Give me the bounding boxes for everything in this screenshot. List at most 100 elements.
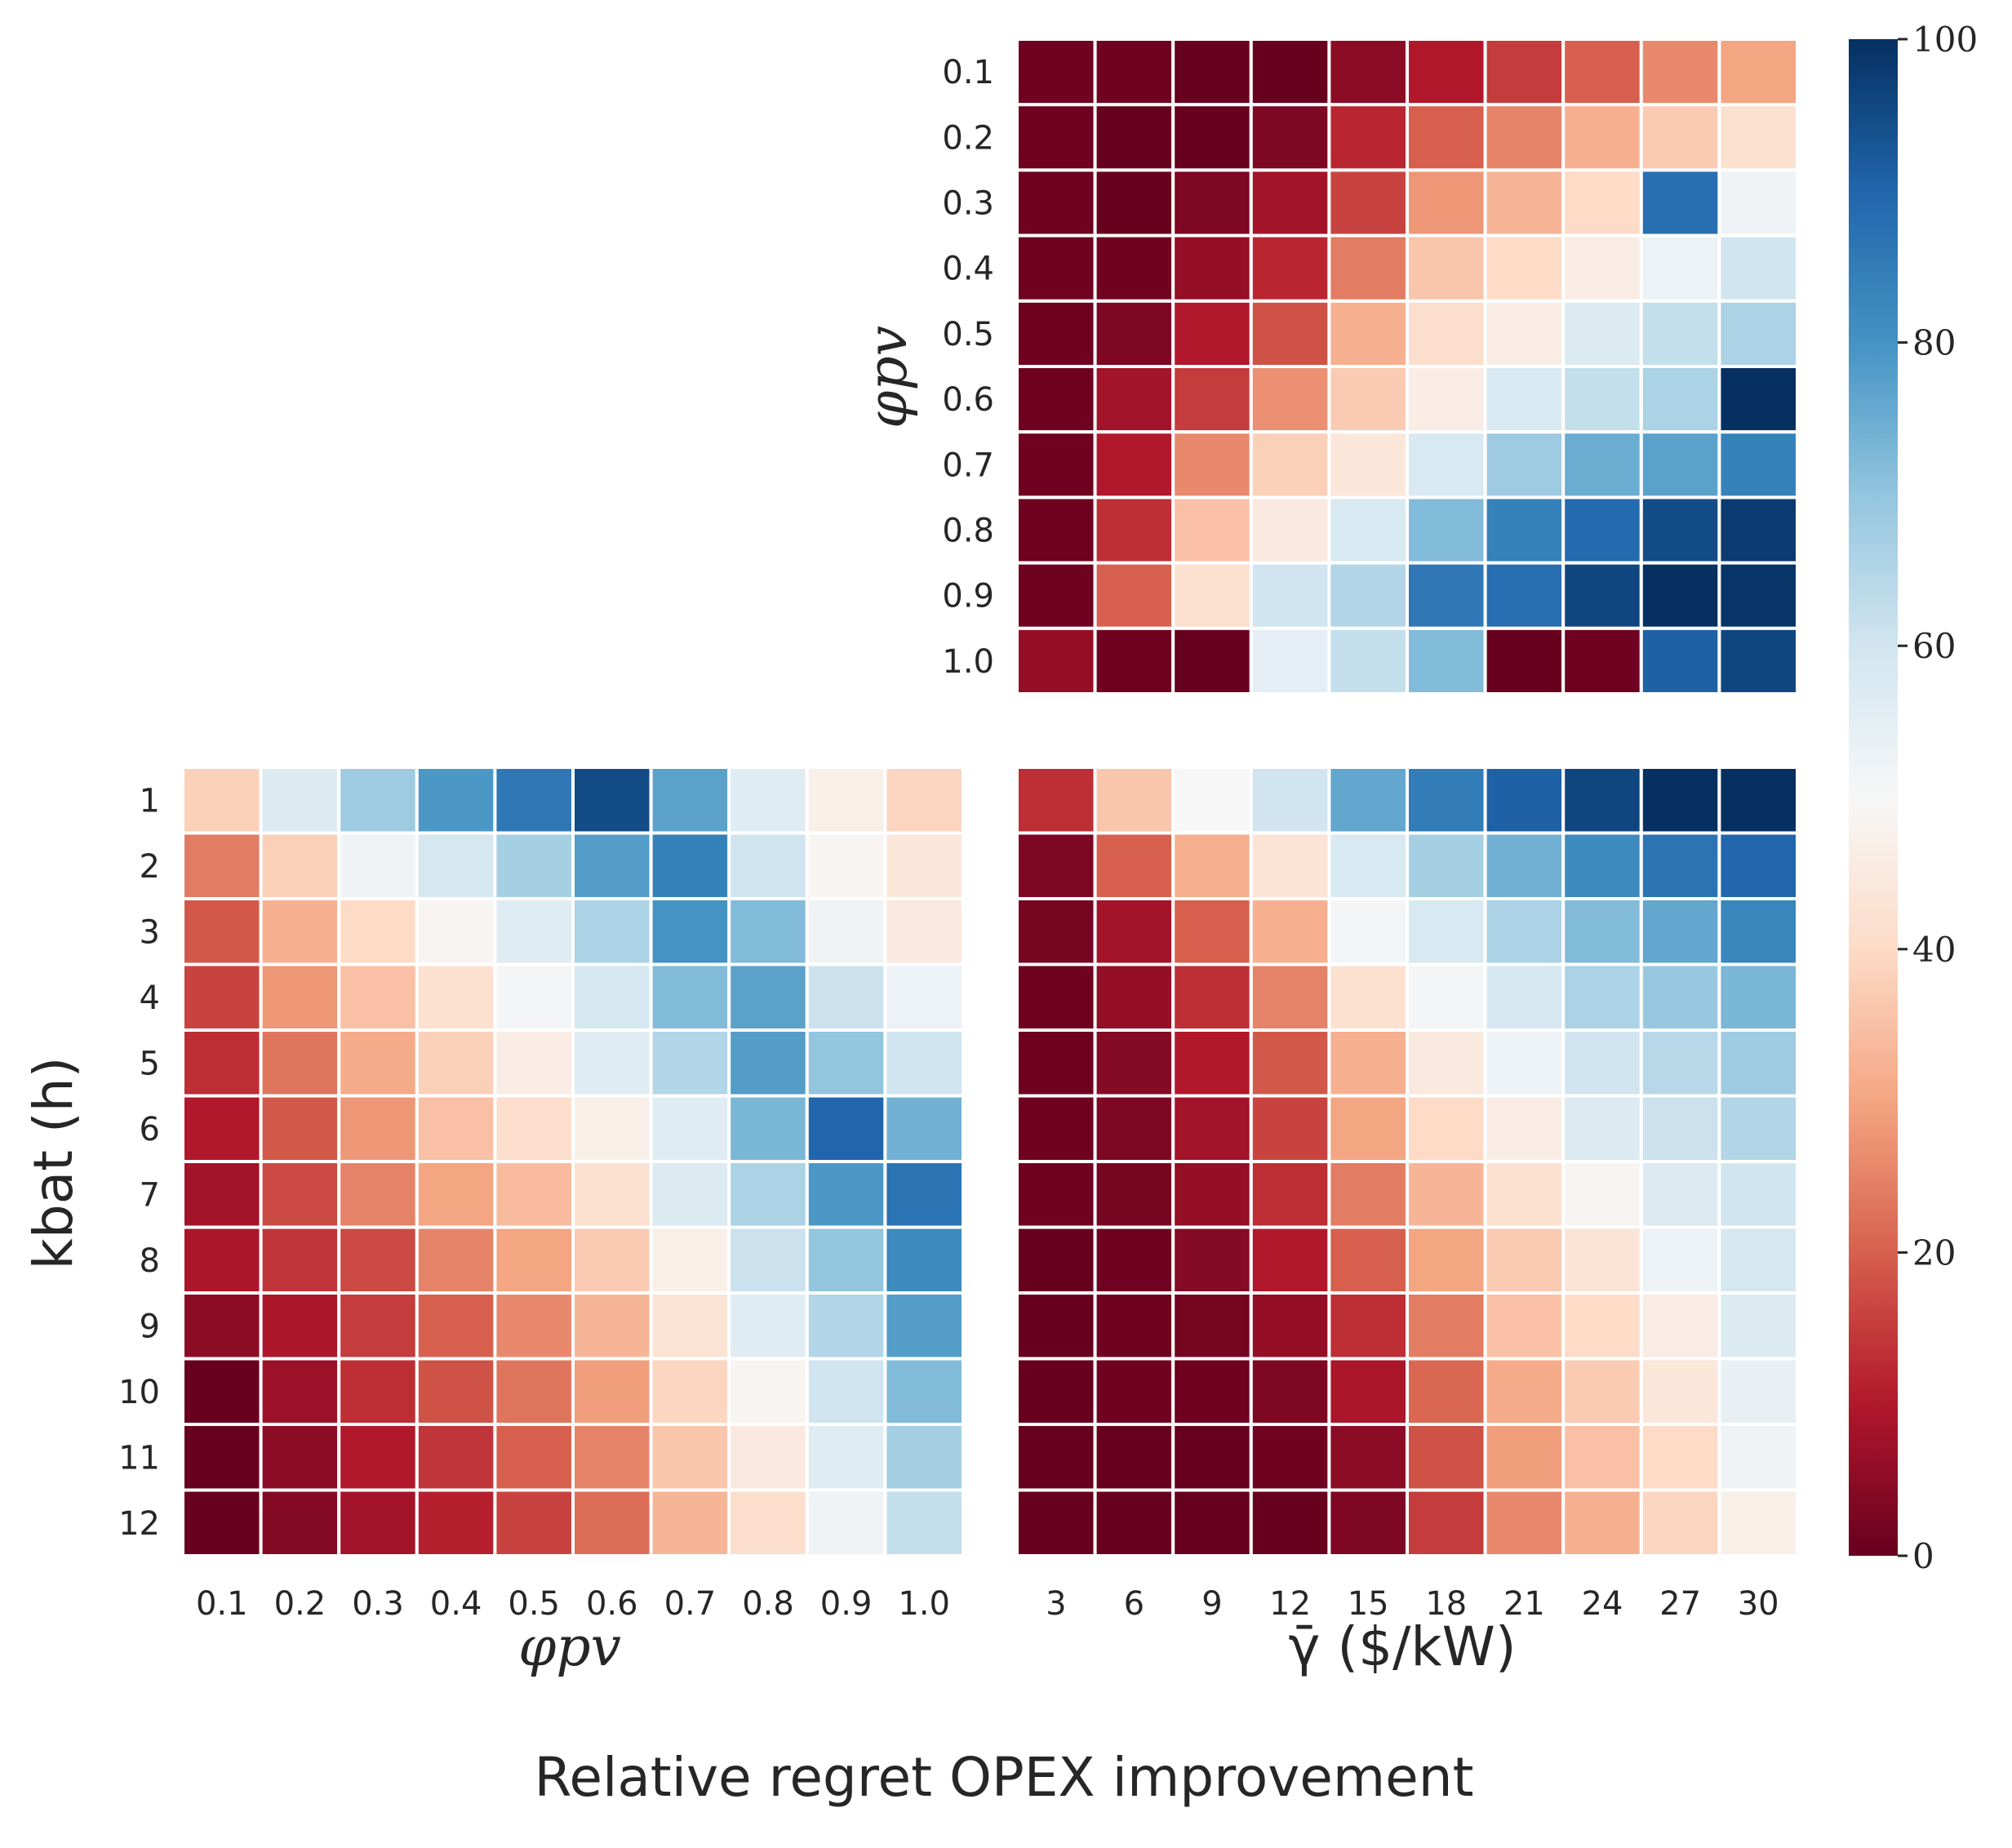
- y-tick-label: 10: [118, 1374, 160, 1411]
- heatmap-cell: [415, 1094, 497, 1163]
- heatmap-cell: [883, 766, 966, 835]
- heatmap-cell: [181, 1488, 263, 1557]
- heatmap-cell: [1327, 962, 1410, 1032]
- heatmap-cell: [259, 1028, 341, 1098]
- heatmap-cell: [1327, 1094, 1410, 1163]
- y-tick-label: 9: [140, 1308, 160, 1345]
- heatmap-cell: [571, 962, 653, 1032]
- heatmap-cell: [1639, 1160, 1721, 1229]
- heatmap-cell: [649, 766, 731, 835]
- heatmap-cell: [727, 1160, 809, 1229]
- heatmap-cell: [1093, 897, 1175, 966]
- heatmap-cell: [1249, 103, 1331, 172]
- heatmap-cell: [1483, 561, 1566, 630]
- heatmap-cell: [1639, 1423, 1721, 1492]
- x-tick-label: 3: [1046, 1585, 1066, 1623]
- heatmap-cell: [1483, 1423, 1566, 1492]
- heatmap-cell: [1249, 1357, 1331, 1426]
- heatmap-cell: [1327, 168, 1410, 238]
- heatmap-cell: [1327, 299, 1410, 368]
- heatmap-cell: [1093, 1423, 1175, 1492]
- heatmap-cell: [1171, 1423, 1253, 1492]
- heatmap-cell: [1561, 38, 1643, 107]
- heatmap-cell: [1093, 626, 1175, 695]
- heatmap-cell: [1249, 299, 1331, 368]
- heatmap-cell: [493, 1028, 575, 1098]
- bottom-left-x-axis-label: φpv: [518, 1615, 621, 1678]
- heatmap-cell: [1249, 766, 1331, 835]
- heatmap-cell: [1561, 1488, 1643, 1557]
- heatmap-cell: [1561, 1357, 1643, 1426]
- heatmap-cell: [1171, 103, 1253, 172]
- heatmap-cell: [337, 1488, 419, 1557]
- heatmap-cell: [571, 1094, 653, 1163]
- heatmap-cell: [1639, 1488, 1721, 1557]
- heatmap-cell: [1561, 1423, 1643, 1492]
- heatmap-cell: [1171, 1225, 1253, 1295]
- heatmap-cell: [1406, 1028, 1487, 1098]
- heatmap-cell: [1327, 430, 1410, 500]
- heatmap-cell: [259, 1357, 341, 1426]
- heatmap-cell: [1093, 365, 1175, 434]
- heatmap-cell: [493, 1225, 575, 1295]
- colorbar-ticks: 0 20 40 60 80 100: [1898, 20, 1978, 1576]
- heatmap-cell: [337, 1225, 419, 1295]
- heatmap-cell: [1406, 897, 1487, 966]
- colorbar: [1849, 39, 1898, 1556]
- y-tick-label: 0.9: [942, 578, 994, 615]
- heatmap-cell: [883, 1291, 966, 1361]
- heatmap-cell: [1327, 561, 1410, 630]
- heatmap-cell: [571, 1423, 653, 1492]
- y-tick-label: 1: [140, 782, 160, 820]
- heatmap-cell: [1561, 168, 1643, 238]
- heatmap-cell: [1717, 1357, 1799, 1426]
- colorbar-tick-label: 0: [1912, 1536, 1934, 1576]
- heatmap-cell: [1327, 365, 1410, 434]
- heatmap-cell: [1717, 495, 1799, 565]
- heatmap-cell: [1015, 1357, 1097, 1426]
- colorbar-tick-label: 80: [1912, 323, 1956, 363]
- x-tick-label: 12: [1269, 1585, 1311, 1623]
- heatmap-cell: [1015, 38, 1097, 107]
- heatmap-cell: [1717, 1488, 1799, 1557]
- heatmap-cell: [493, 766, 575, 835]
- heatmap-cell: [649, 831, 731, 900]
- heatmap-cell: [1717, 1225, 1799, 1295]
- heatmap-cell: [571, 1028, 653, 1098]
- heatmap-cell: [1561, 1291, 1643, 1361]
- heatmap-cell: [571, 897, 653, 966]
- heatmap-cell: [1093, 1160, 1175, 1229]
- heatmap-cell: [493, 962, 575, 1032]
- heatmap-cell: [727, 1028, 809, 1098]
- heatmap-cell: [259, 962, 341, 1032]
- heatmap-cell: [1093, 430, 1175, 500]
- heatmap-cell: [1406, 430, 1487, 500]
- heatmap-cell: [1406, 561, 1487, 630]
- heatmap-cell: [337, 766, 419, 835]
- heatmap-cell: [1327, 495, 1410, 565]
- heatmap-cell: [727, 1488, 809, 1557]
- heatmap-cell: [1406, 626, 1487, 695]
- heatmap-cell: [1249, 168, 1331, 238]
- heatmap-cell: [1639, 233, 1721, 303]
- heatmap-cell: [571, 1488, 653, 1557]
- x-tick-label: 30: [1738, 1585, 1779, 1623]
- heatmap-cell: [1015, 897, 1097, 966]
- heatmap-cell: [883, 1423, 966, 1492]
- heatmap-cell: [415, 1423, 497, 1492]
- bottom-left-y-axis-label-text: kbat (h): [22, 1057, 85, 1270]
- y-tick-label: 0.2: [942, 119, 994, 157]
- heatmap-cell: [571, 1291, 653, 1361]
- heatmap-cell: [883, 1160, 966, 1229]
- x-tick-label: 0.6: [586, 1585, 638, 1623]
- heatmap-cell: [493, 831, 575, 900]
- heatmap-cell: [1093, 962, 1175, 1032]
- heatmap-cell: [1406, 168, 1487, 238]
- heatmap-cell: [1249, 430, 1331, 500]
- heatmap-cell: [649, 1028, 731, 1098]
- heatmap-cell: [1639, 299, 1721, 368]
- heatmap-cell: [1717, 103, 1799, 172]
- heatmap-cell: [493, 1423, 575, 1492]
- heatmap-cell: [1171, 626, 1253, 695]
- heatmap-cell: [1483, 766, 1566, 835]
